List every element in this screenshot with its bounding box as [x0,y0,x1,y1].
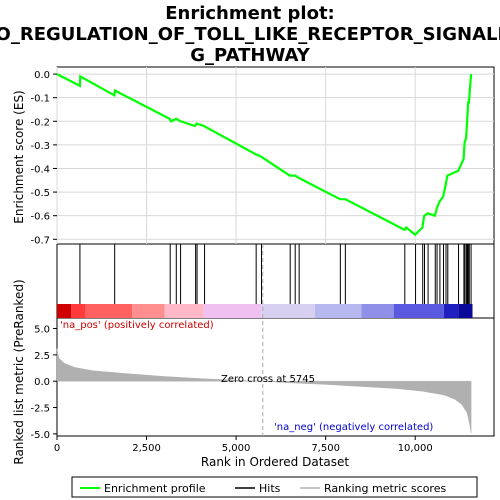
metric-area-group [56,244,472,436]
metric-y-tick-label: -5.0 [30,430,50,441]
rank-bar-segment [71,304,86,318]
rank-bar-segment [361,304,394,318]
x-tick-label: 5,000 [222,443,251,454]
x-tick-label: 7,500 [311,443,340,454]
hits-group [79,244,472,304]
metric-y-tick-label: 5.0 [34,325,50,336]
es-ylabel: Enrichment score (ES) [12,90,26,223]
es-y-tick-label: -0.4 [30,164,50,175]
es-y-tick-label: -0.1 [30,94,50,105]
chart-title-line-3: G_PATHWAY [190,45,310,66]
es-y-tick-label: -0.5 [30,188,50,199]
rank-bar-segment [57,304,72,318]
x-tick-label: 10,000 [398,443,433,454]
es-y-tick-label: -0.3 [30,141,50,152]
rank-bar-segment [132,304,165,318]
es-y-tick-label: 0.0 [34,70,50,81]
rank-bar-segment [261,304,315,318]
metric-ylabel: Ranked list metric (PreRanked) [12,279,26,464]
es-curve-line [56,73,473,237]
pos-label: 'na_pos' (positively correlated) [60,320,214,331]
metric-area [56,348,472,433]
es-curve-group [56,73,473,237]
metric-y-tick-label: 2.5 [34,351,50,362]
rank-bar-segment [314,304,362,318]
x-axis-label: Rank in Ordered Dataset [201,455,349,469]
legend-enrichment-label: Enrichment profile [104,482,206,495]
rank-bar-segment [458,304,473,318]
es-y-axis: 0.0 -0.1 -0.2 -0.3 -0.4 -0.5 -0.6 -0.7 [30,70,57,246]
rank-bar-segment [443,304,459,318]
rank-bar-segment [85,304,133,318]
rank-color-bar [57,304,473,318]
legend-metric-label: Ranking metric scores [324,482,446,495]
chart-title-line-2: GO_REGULATION_OF_TOLL_LIKE_RECEPTOR_SIGN… [0,24,500,45]
metric-y-tick-label: -2.5 [30,404,50,415]
chart-title-line-1: Enrichment plot: [165,3,335,24]
legend: Enrichment profile Hits Ranking metric s… [71,476,478,498]
x-axis: 0 2,500 5,000 7,500 10,000 [54,436,433,454]
legend-hits-label: Hits [259,482,281,495]
rank-bar-segment [393,304,444,318]
es-y-tick-label: -0.6 [30,212,50,223]
x-tick-label: 0 [54,443,60,454]
metric-y-axis: 5.0 2.5 0.0 -2.5 -5.0 [30,325,57,441]
metric-y-tick-label: 0.0 [34,377,50,388]
rank-bar-segment [203,304,262,318]
es-y-tick-label: -0.2 [30,117,50,128]
zero-cross-label: Zero cross at 5745 [221,374,315,385]
rank-bar-segment [164,304,204,318]
es-y-tick-label: -0.7 [30,235,50,246]
neg-label: 'na_neg' (negatively correlated) [274,422,433,433]
legend-frame [71,476,478,498]
x-tick-label: 2,500 [132,443,161,454]
